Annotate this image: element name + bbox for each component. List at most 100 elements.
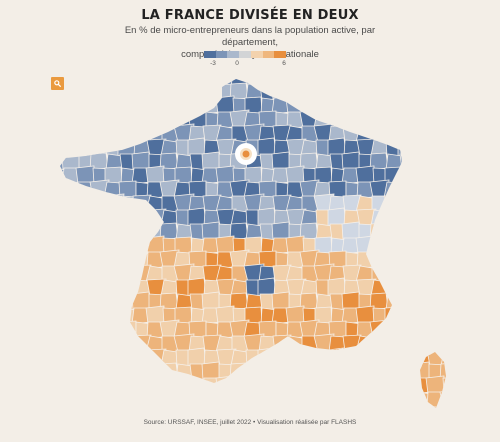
department-cell [412, 334, 432, 354]
department-cell [60, 180, 67, 199]
department-cell [61, 291, 81, 311]
department-cell [146, 111, 165, 129]
department-cell [456, 154, 472, 170]
department-cell [286, 391, 305, 408]
department-cell [117, 137, 137, 157]
department-cell [425, 305, 445, 325]
department-cell [75, 335, 95, 353]
department-cell [355, 235, 375, 255]
department-cell [398, 320, 417, 339]
department-cell [105, 223, 123, 241]
department-cell [61, 97, 81, 115]
department-cell [400, 97, 418, 116]
department-cell [133, 349, 151, 367]
department-cell [426, 251, 445, 269]
department-cell [372, 237, 391, 257]
page-title: LA FRANCE DIVISÉE EN DEUX [141, 8, 359, 23]
department-cell [60, 125, 67, 143]
department-cell [313, 391, 333, 408]
department-cell [131, 81, 151, 101]
department-cell [285, 95, 305, 115]
department-cell [442, 237, 446, 257]
department-cell [60, 79, 67, 87]
department-cell [358, 83, 376, 102]
department-cell [385, 209, 404, 228]
department-cell [244, 376, 263, 395]
department-cell [456, 140, 473, 157]
department-cell [65, 251, 83, 271]
department-cell [371, 335, 389, 353]
search-icon [54, 80, 61, 87]
department-cell [411, 361, 431, 381]
legend-scale-bar [204, 51, 287, 58]
department-cell [329, 363, 349, 383]
department-cell [300, 79, 319, 87]
department-cell [257, 137, 277, 157]
department-cell [105, 363, 123, 381]
department-cell [425, 125, 445, 143]
department-cell [78, 293, 96, 312]
department-cell [118, 110, 137, 129]
department-cell [442, 167, 446, 187]
department-cell [428, 223, 446, 242]
department-cell [399, 83, 419, 103]
department-cell [355, 305, 375, 325]
department-cell [440, 279, 446, 297]
legend-swatch [274, 51, 287, 58]
department-cell [345, 111, 363, 131]
department-cell [232, 377, 251, 397]
department-cell [133, 79, 151, 87]
department-cell [160, 79, 179, 87]
department-cell [413, 209, 431, 227]
department-cell [315, 349, 334, 368]
department-cell [398, 125, 417, 143]
department-cell [119, 83, 139, 103]
department-cell [90, 79, 109, 87]
department-cell [356, 391, 375, 408]
department-cell [91, 195, 109, 213]
department-cell [439, 319, 446, 340]
department-cell [425, 265, 445, 283]
department-cell [285, 375, 305, 395]
department-cell [89, 222, 109, 241]
department-cell [425, 195, 445, 213]
department-cell [61, 307, 81, 325]
department-cell [103, 193, 125, 215]
department-cell [62, 124, 82, 144]
department-cell [286, 348, 307, 369]
department-cell [75, 305, 95, 325]
department-cell [439, 249, 446, 270]
department-cell [442, 97, 446, 117]
department-cell [61, 81, 81, 101]
department-cell [201, 151, 221, 171]
department-cell [411, 291, 431, 311]
department-cell [327, 207, 347, 227]
department-cell [103, 391, 123, 408]
department-cell [89, 82, 109, 101]
department-cell [370, 79, 389, 87]
department-cell [162, 377, 181, 397]
source-footer: Source: URSSAF, INSEE, juillet 2022 • Vi… [143, 419, 357, 426]
department-cell [370, 349, 389, 367]
department-cell [60, 237, 68, 256]
department-cell [135, 391, 153, 408]
department-cell [78, 223, 96, 242]
department-cell [92, 307, 111, 327]
department-cell [327, 277, 347, 297]
department-cell [89, 249, 110, 270]
department-cell [441, 125, 446, 143]
department-cell [454, 194, 474, 214]
search-button[interactable] [51, 77, 64, 90]
department-cell [315, 363, 333, 381]
department-cell [272, 334, 292, 354]
department-cell [356, 79, 377, 89]
department-cell [439, 222, 446, 241]
department-cell [159, 362, 179, 381]
department-cell [314, 376, 333, 395]
department-cell [454, 264, 474, 284]
department-cell [315, 79, 334, 88]
department-cell [119, 363, 139, 383]
department-cell [63, 279, 81, 297]
legend-swatch [262, 51, 275, 58]
department-cell [356, 348, 377, 369]
